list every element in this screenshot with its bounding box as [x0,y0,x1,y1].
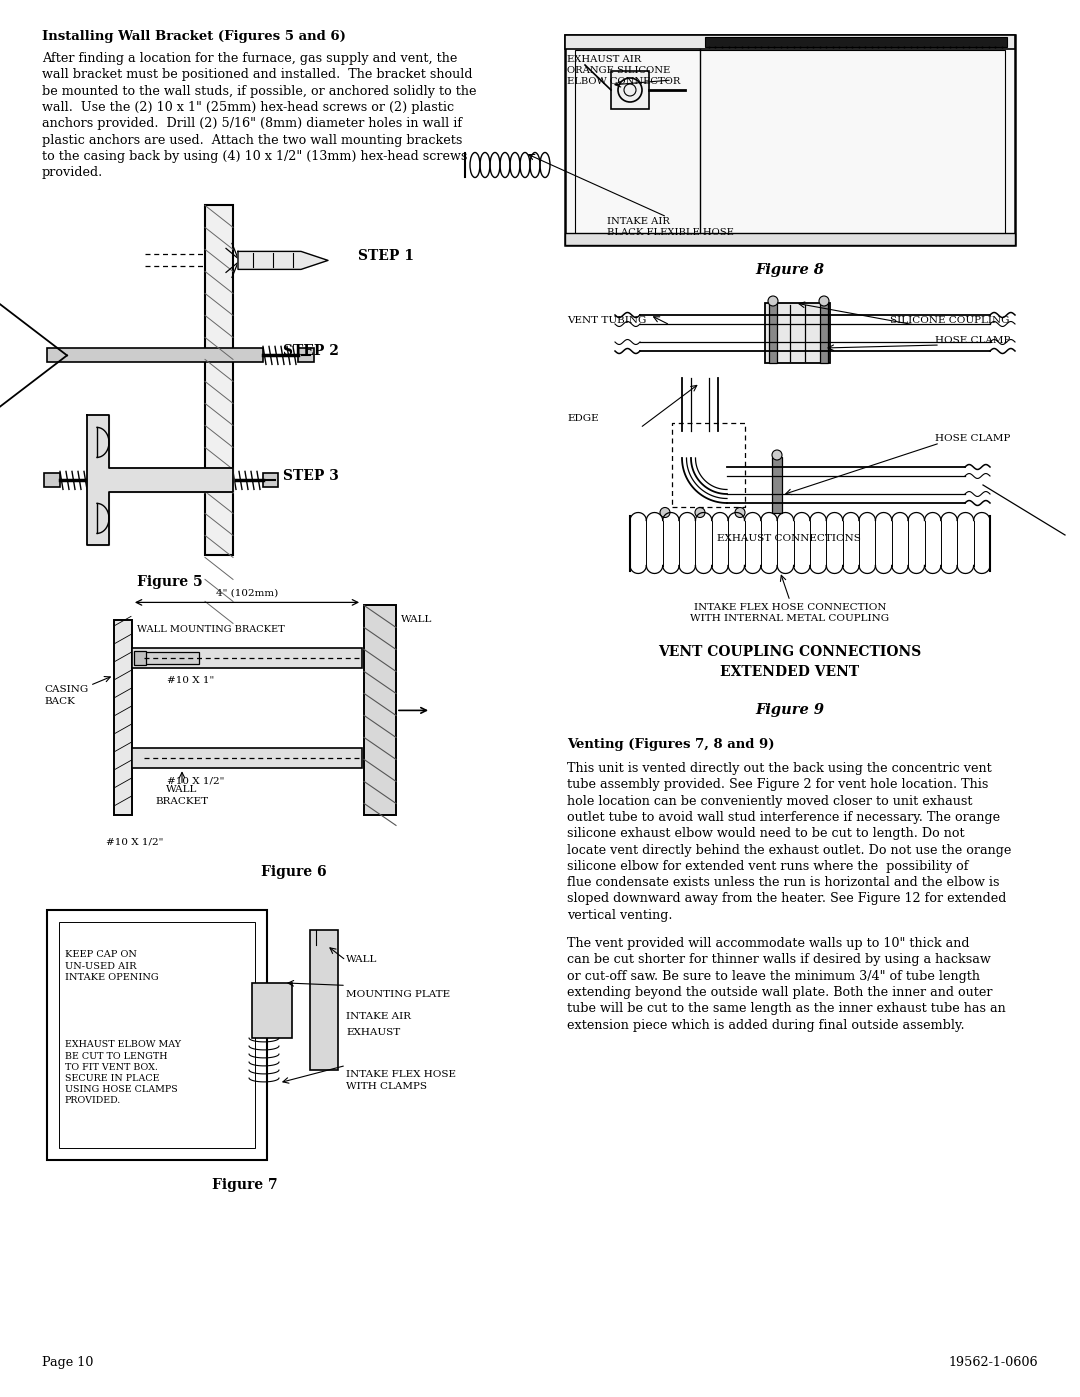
Text: Installing Wall Bracket (Figures 5 and 6): Installing Wall Bracket (Figures 5 and 6… [42,29,346,43]
Text: VENT COUPLING CONNECTIONS
EXTENDED VENT: VENT COUPLING CONNECTIONS EXTENDED VENT [659,645,921,679]
Text: EXHAUST CONNECTIONS: EXHAUST CONNECTIONS [717,534,861,543]
Text: to the casing back by using (4) 10 x 1/2" (13mm) hex-head screws: to the casing back by using (4) 10 x 1/2… [42,149,468,163]
Text: KEEP CAP ON
UN-USED AIR
INTAKE OPENING: KEEP CAP ON UN-USED AIR INTAKE OPENING [65,950,159,982]
Circle shape [772,450,782,460]
Circle shape [768,296,778,306]
Bar [575,50,1005,235]
Text: provided.: provided. [42,166,104,179]
Text: wall bracket must be positioned and installed.  The bracket should: wall bracket must be positioned and inst… [42,68,473,81]
Bar [264,474,278,488]
Bar [59,922,255,1148]
Text: extending beyond the outside wall plate. Both the inner and outer: extending beyond the outside wall plate.… [567,986,993,999]
Text: 19562-1-0606: 19562-1-0606 [948,1356,1038,1369]
Bar [565,233,1015,244]
Bar [772,457,782,513]
Text: Venting (Figures 7, 8 and 9): Venting (Figures 7, 8 and 9) [567,738,774,752]
Bar [252,983,292,1038]
Text: Figure 5: Figure 5 [137,576,203,590]
Text: INTAKE AIR
BLACK FLEXIBLE HOSE: INTAKE AIR BLACK FLEXIBLE HOSE [607,217,734,237]
Circle shape [660,507,670,517]
Text: This unit is vented directly out the back using the concentric vent: This unit is vented directly out the bac… [567,761,991,775]
Text: EDGE: EDGE [567,414,598,423]
Text: EXHAUST: EXHAUST [346,1028,401,1038]
Text: hole location can be conveniently moved closer to unit exhaust: hole location can be conveniently moved … [567,795,972,807]
Text: MOUNTING PLATE: MOUNTING PLATE [346,990,450,999]
Text: Figure 7: Figure 7 [212,1179,278,1193]
Text: silicone exhaust elbow would need to be cut to length. Do not: silicone exhaust elbow would need to be … [567,827,964,840]
Text: WALL: WALL [346,956,377,964]
Text: Page 10: Page 10 [42,1356,93,1369]
Bar [565,35,1015,244]
Text: INTAKE FLEX HOSE
WITH CLAMPS: INTAKE FLEX HOSE WITH CLAMPS [346,1070,456,1091]
Text: VENT TUBING: VENT TUBING [567,316,646,326]
Text: plastic anchors are used.  Attach the two wall mounting brackets: plastic anchors are used. Attach the two… [42,134,462,147]
Bar [565,35,1015,49]
Bar [132,749,362,768]
Bar [611,71,649,109]
Polygon shape [87,415,233,545]
Text: INTAKE FLEX HOSE CONNECTION
WITH INTERNAL METAL COUPLING: INTAKE FLEX HOSE CONNECTION WITH INTERNA… [690,604,890,623]
Text: INTAKE AIR: INTAKE AIR [346,1013,411,1021]
Text: sloped downward away from the heater. See Figure 12 for extended: sloped downward away from the heater. Se… [567,893,1007,905]
Bar [298,348,314,362]
Text: silicone elbow for extended vent runs where the  possibility of: silicone elbow for extended vent runs wh… [567,859,969,873]
Text: Figure 9: Figure 9 [756,703,824,717]
Text: #10 X 1/2": #10 X 1/2" [106,837,163,847]
Text: #10 X 1/2": #10 X 1/2" [167,777,225,785]
Text: HOSE CLAMP: HOSE CLAMP [934,337,1010,345]
Text: WALL: WALL [401,616,432,624]
Text: The vent provided will accommodate walls up to 10" thick and: The vent provided will accommodate walls… [567,937,970,950]
Text: WALL
BRACKET: WALL BRACKET [156,785,208,806]
Text: vertical venting.: vertical venting. [567,908,673,922]
Text: be mounted to the wall studs, if possible, or anchored solidly to the: be mounted to the wall studs, if possibl… [42,85,476,98]
Bar [48,911,267,1161]
Text: SILICONE COUPLING: SILICONE COUPLING [891,316,1010,326]
Text: CASING
BACK: CASING BACK [44,686,89,705]
Bar [114,620,132,816]
Text: locate vent directly behind the exhaust outlet. Do not use the orange: locate vent directly behind the exhaust … [567,844,1011,856]
Bar [132,648,362,668]
Text: can be cut shorter for thinner walls if desired by using a hacksaw: can be cut shorter for thinner walls if … [567,953,990,967]
Polygon shape [238,251,328,270]
Text: HOSE CLAMP: HOSE CLAMP [934,434,1010,443]
Text: STEP 3: STEP 3 [283,469,339,483]
Text: STEP 1: STEP 1 [357,250,414,264]
Bar [820,303,828,363]
Text: STEP 2: STEP 2 [283,345,339,359]
Text: WALL MOUNTING BRACKET: WALL MOUNTING BRACKET [137,626,285,634]
Text: extension piece which is added during final outside assembly.: extension piece which is added during fi… [567,1018,964,1031]
Text: tube will be cut to the same length as the inner exhaust tube has an: tube will be cut to the same length as t… [567,1002,1005,1016]
Text: or cut-off saw. Be sure to leave the minimum 3/4" of tube length: or cut-off saw. Be sure to leave the min… [567,970,980,982]
Text: outlet tube to avoid wall stud interference if necessary. The orange: outlet tube to avoid wall stud interfere… [567,810,1000,824]
Text: #10 X 1": #10 X 1" [167,676,214,686]
Text: Figure 8: Figure 8 [756,263,824,277]
Bar [705,36,1007,47]
Text: EXHAUST AIR
ORANGE SILICONE
ELBOW CONNECTOR: EXHAUST AIR ORANGE SILICONE ELBOW CONNEC… [567,54,680,87]
Bar [310,930,338,1070]
Circle shape [735,507,745,517]
Text: flue condensate exists unless the run is horizontal and the elbow is: flue condensate exists unless the run is… [567,876,999,888]
Bar [765,303,831,363]
Bar [44,474,60,488]
Bar [134,651,146,665]
Text: tube assembly provided. See Figure 2 for vent hole location. This: tube assembly provided. See Figure 2 for… [567,778,988,791]
Bar [48,348,264,362]
Text: 4" (102mm): 4" (102mm) [216,588,279,598]
Text: anchors provided.  Drill (2) 5/16" (8mm) diameter holes in wall if: anchors provided. Drill (2) 5/16" (8mm) … [42,117,462,130]
Bar [144,652,199,665]
Bar [769,303,777,363]
Text: wall.  Use the (2) 10 x 1" (25mm) hex-head screws or (2) plastic: wall. Use the (2) 10 x 1" (25mm) hex-hea… [42,101,454,115]
Bar [364,605,396,816]
Circle shape [696,507,705,517]
Text: Figure 6: Figure 6 [260,865,326,879]
Circle shape [819,296,829,306]
Text: After finding a location for the furnace, gas supply and vent, the: After finding a location for the furnace… [42,52,457,66]
Bar [205,205,233,556]
Text: EXHAUST ELBOW MAY
BE CUT TO LENGTH
TO FIT VENT BOX.
SECURE IN PLACE
USING HOSE C: EXHAUST ELBOW MAY BE CUT TO LENGTH TO FI… [65,1041,181,1105]
